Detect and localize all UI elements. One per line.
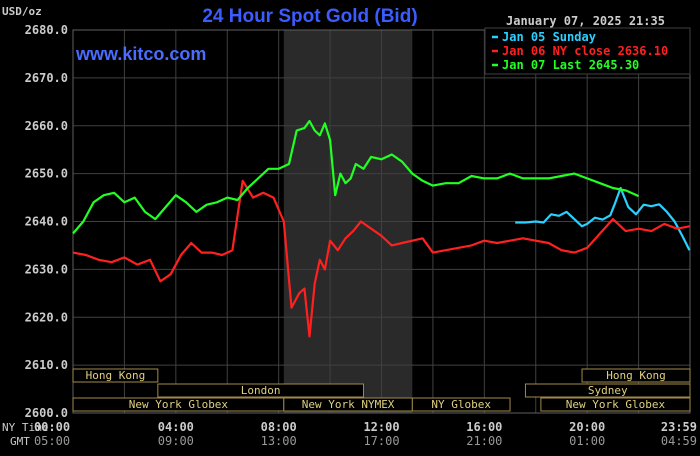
x-tick-ny-label: 23:59 bbox=[661, 420, 697, 434]
market-session-label: London bbox=[241, 384, 281, 397]
market-session-box bbox=[524, 383, 691, 398]
market-session-label: Sydney bbox=[588, 384, 628, 397]
legend-entry: Jan 06 NY close 2636.10 bbox=[492, 44, 668, 58]
market-session-label: Hong Kong bbox=[606, 369, 666, 382]
market-session: New York Globex bbox=[72, 397, 285, 412]
market-session-label: New York Globex bbox=[129, 398, 229, 411]
legend-label: Jan 07 Last 2645.30 bbox=[502, 58, 639, 72]
y-tick-label: 2600.0 bbox=[25, 406, 68, 420]
x-tick-gmt-label: 21:00 bbox=[466, 434, 502, 448]
series-line bbox=[72, 179, 690, 338]
x-tick-gmt-label: 09:00 bbox=[158, 434, 194, 448]
market-session-box bbox=[540, 397, 691, 412]
x-tick-gmt-label: 05:00 bbox=[34, 434, 70, 448]
x-tick-gmt-label: 04:59 bbox=[661, 434, 697, 448]
market-session: Hong Kong bbox=[72, 368, 159, 383]
market-session-label: Hong Kong bbox=[86, 369, 146, 382]
y-tick-label: 2620.0 bbox=[25, 310, 68, 324]
x-tick-ny-label: 00:00 bbox=[34, 420, 70, 434]
x-tick-gmt-label: 17:00 bbox=[363, 434, 399, 448]
y-tick-label: 2630.0 bbox=[25, 262, 68, 276]
y-tick-label: 2680.0 bbox=[25, 23, 68, 37]
x-tick-ny-label: 12:00 bbox=[363, 420, 399, 434]
ny-time-row-label: NY Time bbox=[2, 421, 48, 434]
market-session: New York Globex bbox=[540, 397, 691, 412]
legend-entry: Jan 05 Sunday bbox=[492, 30, 596, 44]
x-tick-ny-label: 16:00 bbox=[466, 420, 502, 434]
market-session-box bbox=[411, 397, 511, 412]
legend-box bbox=[484, 27, 691, 75]
x-tick-ny-label: 04:00 bbox=[158, 420, 194, 434]
gmt-row-label: GMT bbox=[10, 435, 30, 448]
market-session-box bbox=[72, 368, 159, 383]
chart-title: 24 Hour Spot Gold (Bid) bbox=[202, 6, 417, 27]
market-session: New York NYMEX bbox=[283, 397, 413, 412]
y-tick-label: 2660.0 bbox=[25, 119, 68, 133]
market-session-label: New York Globex bbox=[566, 398, 666, 411]
y-tick-label: 2610.0 bbox=[25, 358, 68, 372]
series-line bbox=[515, 186, 691, 251]
timestamp: January 07, 2025 21:35 bbox=[506, 14, 665, 28]
market-session-box bbox=[157, 383, 365, 398]
market-session: London bbox=[157, 383, 365, 398]
market-session-box bbox=[581, 368, 691, 383]
legend-entry: Jan 07 Last 2645.30 bbox=[492, 58, 639, 72]
plot-frame bbox=[72, 29, 691, 414]
market-session-label: New York NYMEX bbox=[302, 398, 395, 411]
y-axis-ticks: 2680.0 2670.0 2660.0 2650.0 2640.0 2630.0 2620… bbox=[25, 23, 68, 420]
x-tick-gmt-label: 01:00 bbox=[569, 434, 605, 448]
legend-label: Jan 05 Sunday bbox=[502, 30, 596, 44]
series-line bbox=[72, 119, 640, 235]
legend-label: Jan 06 NY close 2636.10 bbox=[502, 44, 668, 58]
y-tick-label: 2640.0 bbox=[25, 215, 68, 229]
unit-label: USD/oz bbox=[2, 5, 42, 18]
x-tick-ny-label: 08:00 bbox=[261, 420, 297, 434]
market-session: NY Globex bbox=[411, 397, 511, 412]
watermark: www.kitco.com bbox=[75, 44, 206, 64]
x-tick-ny-label: 20:00 bbox=[569, 420, 605, 434]
y-tick-label: 2650.0 bbox=[25, 167, 68, 181]
market-session: Hong Kong bbox=[581, 368, 691, 383]
y-tick-label: 2670.0 bbox=[25, 71, 68, 85]
market-session-label: NY Globex bbox=[431, 398, 491, 411]
x-tick-gmt-label: 13:00 bbox=[261, 434, 297, 448]
market-session: Sydney bbox=[524, 383, 691, 398]
series-lines bbox=[72, 119, 691, 338]
